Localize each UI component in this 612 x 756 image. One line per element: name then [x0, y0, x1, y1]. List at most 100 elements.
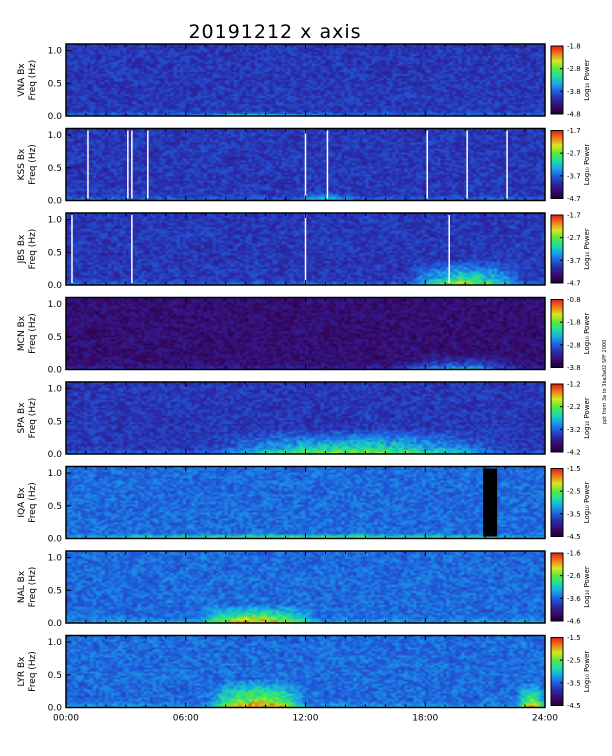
y-tick-label: 0.0: [48, 197, 63, 207]
y-tick-label: 0.0: [48, 619, 63, 629]
y-tick-label: 0.0: [48, 450, 63, 460]
data-gap-block: [483, 468, 498, 537]
colorbar-tick-label: -3.5: [567, 679, 581, 687]
colorbar-tick-label: -2.2: [567, 403, 581, 411]
x-axis: 00:00 06:00 12:00 18:00 24:00: [53, 714, 558, 724]
colorbar-tick-label: -1.7: [567, 212, 581, 220]
figure-title: 20191212 x axis: [188, 21, 361, 43]
colorbar-tick-label: -3.8: [567, 364, 581, 372]
panel-kss: 0.0 0.5 1.0 KSS BxFreq (Hz) -1.7 -2.7 -3.7 -4.7…: [17, 127, 591, 207]
colorbar-tick-label: -4.7: [567, 280, 581, 288]
y-tick-label: 0.5: [48, 79, 62, 89]
y-axis-label: SPA BxFreq (Hz): [17, 398, 38, 439]
panel-vna: 0.0 0.5 1.0 VNA BxFreq (Hz) -1.8 -2.8 -3.8 -4.8…: [17, 43, 591, 123]
spectrogram-raster: [66, 635, 545, 708]
side-note: ppt from 3a to 3ba3a02 SPF 2000: [602, 340, 608, 425]
colorbar-tick-label: -1.7: [567, 127, 581, 135]
spectrogram-raster: [66, 382, 545, 454]
colorbar: [550, 130, 564, 199]
y-tick-label: 1.0: [48, 385, 63, 395]
colorbar-tick-label: -1.8: [567, 319, 581, 327]
colorbar-tick-label: -0.8: [567, 296, 581, 304]
x-tick-label: 00:00: [53, 714, 79, 724]
y-tick-label: 0.0: [48, 366, 63, 376]
colorbar: [550, 552, 564, 622]
colorbar-tick-label: -4.2: [567, 449, 581, 457]
x-tick-label: 18:00: [412, 714, 438, 724]
colorbar-tick-label: -3.7: [567, 257, 581, 265]
x-tick-label: 06:00: [173, 714, 199, 724]
y-tick-label: 1.0: [48, 216, 63, 226]
y-tick-label: 1.0: [48, 300, 63, 310]
colorbar-tick-label: -2.8: [567, 341, 581, 349]
colorbar-tick-label: -1.2: [567, 381, 581, 389]
colorbar-label: Log₁₀ Power: [583, 313, 591, 355]
spectrogram-raster: [66, 466, 545, 539]
y-tick-label: 0.5: [48, 671, 62, 681]
colorbar: [550, 45, 564, 115]
colorbar-tick-label: -4.7: [567, 195, 581, 203]
panel-spa: 0.0 0.5 1.0 SPA BxFreq (Hz) -1.2 -2.2 -3.2 -4.2…: [17, 381, 591, 461]
y-tick-label: 1.0: [48, 47, 63, 57]
y-tick-label: 0.5: [48, 417, 62, 427]
y-tick-label: 1.0: [48, 469, 63, 479]
colorbar-tick-label: -2.8: [567, 65, 581, 73]
y-tick-label: 1.0: [48, 554, 63, 564]
colorbar-tick-label: -3.2: [567, 426, 581, 434]
panel-lyr: 0.0 0.5 1.0 LYR BxFreq (Hz) -1.5 -2.5 -3.5 -4.5…: [17, 634, 591, 714]
colorbar-label: Log₁₀ Power: [583, 144, 591, 186]
y-axis-label: LYR BxFreq (Hz): [17, 651, 38, 692]
colorbar-tick-label: -1.8: [567, 43, 581, 51]
colorbar-tick-label: -1.5: [567, 465, 581, 473]
colorbar-tick-label: -1.6: [567, 550, 581, 558]
y-tick-label: 0.5: [48, 586, 62, 596]
x-tick-label: 24:00: [532, 714, 558, 724]
colorbar: [550, 299, 564, 368]
y-tick-label: 0.5: [48, 248, 62, 258]
colorbar: [550, 214, 564, 284]
y-axis-label: NAL BxFreq (Hz): [17, 567, 38, 608]
colorbar-label: Log₁₀ Power: [583, 482, 591, 524]
colorbar-tick-label: -3.6: [567, 595, 581, 603]
colorbar-tick-label: -3.7: [567, 172, 581, 180]
y-tick-label: 0.0: [48, 112, 63, 122]
y-axis-label: KSS BxFreq (Hz): [17, 144, 38, 185]
y-tick-label: 0.0: [48, 281, 63, 291]
y-axis-label: VNA BxFreq (Hz): [17, 60, 38, 101]
y-axis-label: MCN BxFreq (Hz): [17, 313, 38, 354]
panel-stack: 0.0 0.5 1.0 VNA BxFreq (Hz) -1.8 -2.8 -3.8 -4.8…: [17, 43, 591, 714]
y-tick-label: 1.0: [48, 638, 63, 648]
y-axis-label: JBS BxFreq (Hz): [17, 229, 38, 270]
colorbar-tick-label: -1.5: [567, 634, 581, 642]
x-tick-label: 12:00: [293, 714, 319, 724]
panel-iqa: 0.0 0.5 1.0 IQA BxFreq (Hz) -1.5 -2.5 -3.5 -4.5…: [17, 465, 591, 545]
colorbar: [550, 383, 564, 453]
colorbar: [550, 468, 564, 537]
spectrogram-raster: [66, 297, 545, 370]
colorbar-tick-label: -3.8: [567, 88, 581, 96]
colorbar-tick-label: -3.5: [567, 510, 581, 518]
colorbar-tick-label: -2.7: [567, 234, 581, 242]
colorbar-tick-label: -4.6: [567, 618, 581, 626]
colorbar-label: Log₁₀ Power: [583, 228, 591, 270]
colorbar-tick-label: -4.8: [567, 111, 581, 119]
colorbar-tick-label: -2.5: [567, 657, 581, 665]
colorbar-tick-label: -2.7: [567, 150, 581, 158]
panel-mcn: 0.0 0.5 1.0 MCN BxFreq (Hz) -0.8 -1.8 -2.8 -3.8…: [17, 296, 591, 376]
colorbar-tick-label: -2.5: [567, 488, 581, 496]
colorbar-label: Log₁₀ Power: [583, 59, 591, 101]
colorbar: [550, 637, 564, 706]
y-tick-label: 0.0: [48, 535, 63, 545]
spectrogram-raster: [66, 551, 545, 623]
colorbar-label: Log₁₀ Power: [583, 566, 591, 608]
y-tick-label: 0.5: [48, 502, 62, 512]
colorbar-tick-label: -2.6: [567, 572, 581, 580]
spectrogram-raster: [66, 44, 545, 116]
panel-jbs: 0.0 0.5 1.0 JBS BxFreq (Hz) -1.7 -2.7 -3.7 -4.7…: [17, 212, 591, 292]
colorbar-tick-label: -4.5: [567, 533, 581, 541]
panel-nal: 0.0 0.5 1.0 NAL BxFreq (Hz) -1.6 -2.6 -3.6 -4.6…: [17, 550, 591, 630]
colorbar-label: Log₁₀ Power: [583, 397, 591, 439]
colorbar-tick-label: -4.5: [567, 702, 581, 710]
y-tick-label: 0.5: [48, 164, 62, 174]
